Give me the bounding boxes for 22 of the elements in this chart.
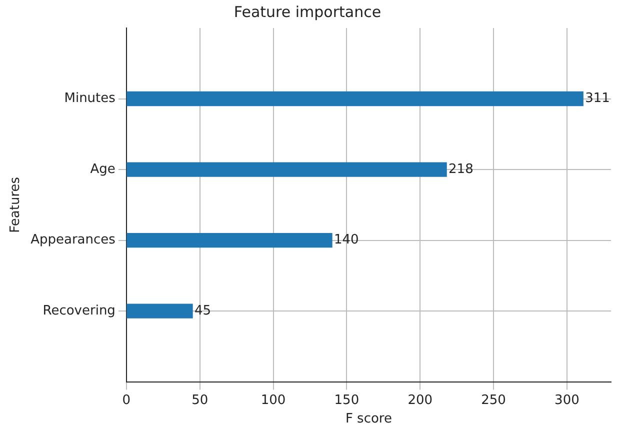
chart-title: Feature importance (234, 2, 382, 21)
y-tick-label: Age (90, 162, 116, 177)
y-tick-label: Recovering (42, 303, 116, 318)
data-label: 218 (448, 162, 474, 177)
y-tick-label: Appearances (30, 232, 116, 248)
x-tick-label: 200 (408, 392, 433, 408)
x-axis-title: F score (345, 412, 392, 427)
y-axis-title: Features (8, 176, 24, 233)
x-tick-label: 100 (260, 392, 286, 408)
x-tick-label: 300 (554, 392, 580, 408)
x-tick-label: 0 (122, 392, 131, 408)
bar (126, 91, 584, 106)
data-label: 45 (194, 303, 212, 318)
x-tick-label: 50 (192, 392, 208, 408)
bar (126, 162, 447, 177)
x-tick-label: 250 (481, 392, 506, 408)
bar (126, 232, 332, 248)
data-label: 140 (334, 232, 359, 248)
data-label: 311 (585, 91, 610, 106)
x-tick-label: 150 (334, 392, 360, 408)
y-tick-label: Minutes (64, 91, 116, 106)
bar (126, 304, 193, 318)
